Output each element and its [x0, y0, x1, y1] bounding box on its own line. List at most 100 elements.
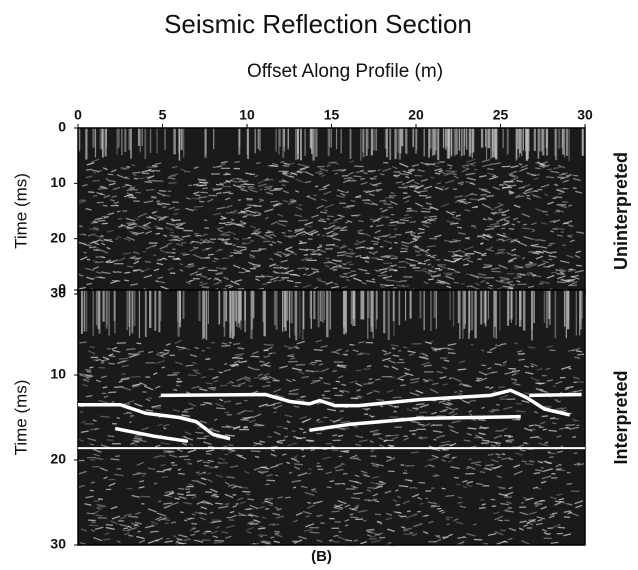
trace — [295, 128, 296, 160]
reflection — [530, 429, 536, 430]
trace — [156, 128, 157, 153]
trace — [436, 290, 437, 329]
reflection — [541, 467, 544, 468]
reflection — [227, 383, 230, 385]
trace — [443, 128, 444, 148]
reflection — [453, 189, 457, 190]
reflection — [288, 393, 298, 395]
y-tick-label: 10 — [50, 366, 66, 382]
reflection — [465, 473, 474, 474]
trace — [433, 128, 435, 155]
reflection — [78, 460, 84, 462]
reflection — [393, 175, 400, 177]
reflection — [382, 235, 390, 237]
trace — [393, 290, 395, 321]
reflection — [497, 252, 505, 254]
reflection — [517, 284, 527, 285]
trace — [127, 290, 128, 330]
reflection — [228, 444, 233, 445]
trace — [450, 290, 451, 320]
trace — [302, 290, 303, 340]
reflection — [234, 168, 240, 169]
reflection — [141, 503, 144, 504]
reflection — [537, 189, 542, 190]
reflection — [422, 268, 426, 269]
reflection — [239, 180, 249, 181]
trace — [528, 128, 530, 151]
trace — [132, 290, 133, 327]
reflection — [325, 248, 333, 249]
reflection — [571, 490, 579, 491]
trace — [519, 128, 521, 153]
trace — [140, 128, 141, 152]
trace — [416, 128, 417, 150]
x-tick-label: 5 — [159, 107, 167, 123]
reflection — [196, 185, 203, 187]
trace — [567, 290, 569, 329]
reflection — [323, 417, 327, 419]
trace — [312, 128, 314, 161]
reflection — [412, 408, 418, 409]
reflection — [417, 429, 427, 430]
reflection — [277, 252, 282, 253]
reflection — [405, 465, 415, 467]
trace — [128, 290, 130, 327]
reflection — [162, 455, 165, 456]
trace — [494, 128, 496, 157]
trace — [100, 128, 101, 149]
trace — [336, 128, 337, 149]
reflection — [206, 248, 209, 249]
trace — [206, 290, 207, 340]
trace — [106, 290, 108, 329]
trace — [324, 290, 325, 320]
reflection — [433, 255, 437, 256]
trace — [300, 128, 302, 160]
reflection — [170, 272, 175, 273]
trace — [351, 290, 353, 324]
trace — [386, 128, 388, 157]
reflection — [502, 187, 512, 188]
trace — [79, 128, 80, 152]
reflection — [229, 519, 234, 520]
reflection — [412, 267, 420, 269]
trace — [178, 128, 179, 153]
trace — [93, 290, 94, 336]
reflection — [225, 224, 229, 225]
trace — [555, 128, 557, 160]
reflection — [171, 462, 175, 463]
trace — [533, 290, 535, 323]
trace — [247, 128, 249, 159]
reflection — [435, 268, 440, 269]
trace — [121, 128, 122, 155]
reflection — [485, 387, 489, 388]
x-tick-label: 20 — [408, 107, 424, 123]
reflection — [395, 234, 402, 235]
reflection — [317, 166, 324, 167]
reflection — [309, 527, 319, 528]
trace — [375, 290, 376, 329]
trace — [424, 128, 425, 156]
reflection — [91, 521, 95, 522]
reflection — [499, 488, 505, 489]
reflection — [172, 239, 177, 240]
reflection — [145, 362, 154, 363]
reflection — [100, 235, 104, 236]
trace — [437, 128, 439, 160]
reflection — [201, 539, 210, 540]
reflection — [461, 283, 465, 285]
reflection — [519, 506, 526, 508]
reflection — [244, 400, 248, 401]
reflection — [561, 231, 564, 232]
reflection — [233, 494, 237, 496]
trace — [223, 290, 225, 327]
reflection — [197, 242, 200, 244]
reflection — [397, 285, 400, 287]
reflection — [365, 273, 370, 275]
trace — [562, 128, 563, 149]
side-label: Uninterpreted — [611, 152, 631, 270]
reflection — [388, 207, 393, 208]
trace — [199, 290, 201, 321]
trace — [412, 128, 414, 147]
trace — [544, 290, 546, 323]
trace — [523, 290, 525, 331]
